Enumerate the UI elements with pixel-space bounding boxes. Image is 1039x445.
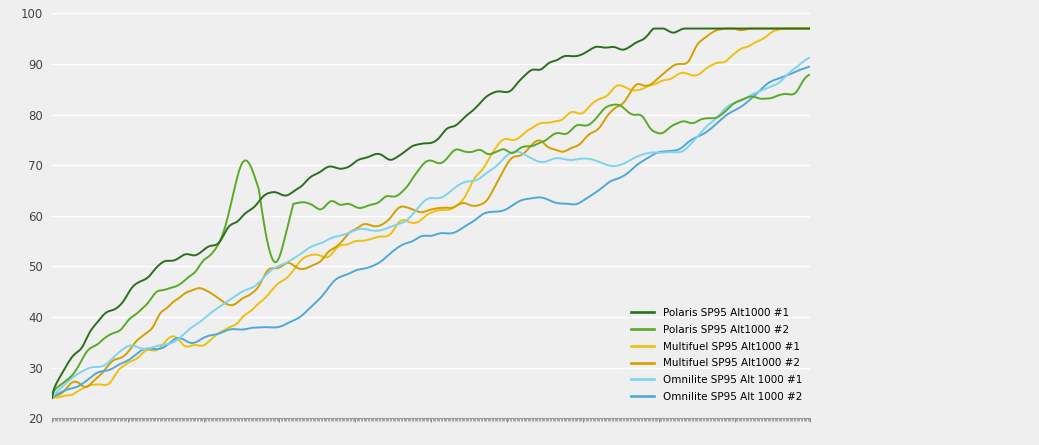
Legend: Polaris SP95 Alt1000 #1, Polaris SP95 Alt1000 #2, Multifuel SP95 Alt1000 #1, Mul: Polaris SP95 Alt1000 #1, Polaris SP95 Al… [629, 305, 805, 405]
